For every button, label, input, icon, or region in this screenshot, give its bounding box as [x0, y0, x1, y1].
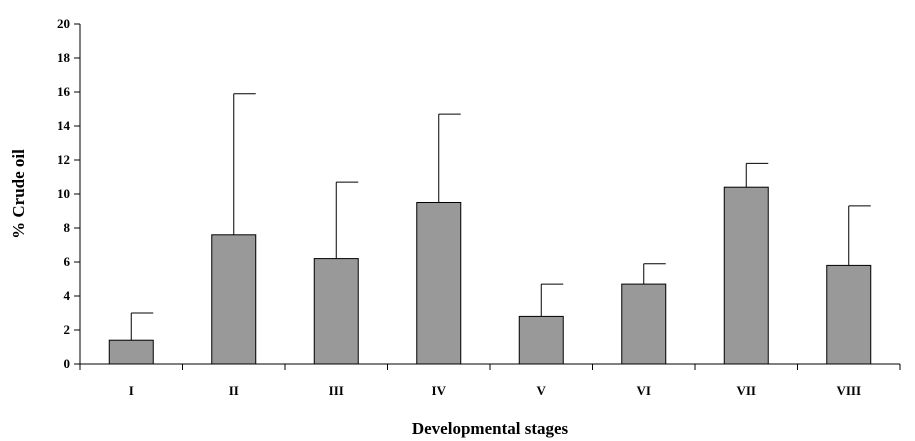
bar-viii	[826, 264, 872, 365]
y-tick-label: 12	[57, 152, 70, 167]
y-tick-label: 2	[64, 322, 71, 337]
y-tick-label: 14	[57, 118, 71, 133]
bar-iii	[313, 258, 359, 365]
bars	[108, 186, 872, 365]
x-tick-label: II	[229, 383, 239, 398]
y-tick-label: 4	[64, 288, 71, 303]
bar-iv	[416, 202, 462, 365]
bar-v	[518, 315, 564, 365]
bar-i	[108, 339, 154, 365]
x-tick-label: IV	[432, 383, 447, 398]
x-tick-label: VIII	[836, 383, 861, 398]
y-axis-ticks: 0 2 4 6 8 10 12 14 16 18 20	[57, 16, 80, 371]
y-axis-label: % Crude oil	[9, 149, 28, 239]
y-tick-label: 18	[57, 50, 71, 65]
y-tick-label: 8	[64, 220, 71, 235]
y-tick-label: 10	[57, 186, 70, 201]
bar-vi	[621, 283, 667, 365]
x-tick-label: VII	[736, 383, 756, 398]
y-tick-label: 6	[64, 254, 71, 269]
x-axis-label: Developmental stages	[412, 419, 569, 438]
y-tick-label: 20	[57, 16, 70, 31]
y-tick-label: 0	[64, 356, 71, 371]
bar-ii	[211, 234, 257, 365]
bar-vii	[723, 186, 769, 365]
error-bars	[130, 93, 871, 341]
x-tick-label: V	[537, 383, 547, 398]
x-axis-ticks: I II III IV V VI VII VIII	[79, 364, 901, 398]
x-tick-label: III	[329, 383, 344, 398]
x-tick-label: I	[129, 383, 134, 398]
x-tick-label: VI	[637, 383, 651, 398]
y-tick-label: 16	[57, 84, 71, 99]
